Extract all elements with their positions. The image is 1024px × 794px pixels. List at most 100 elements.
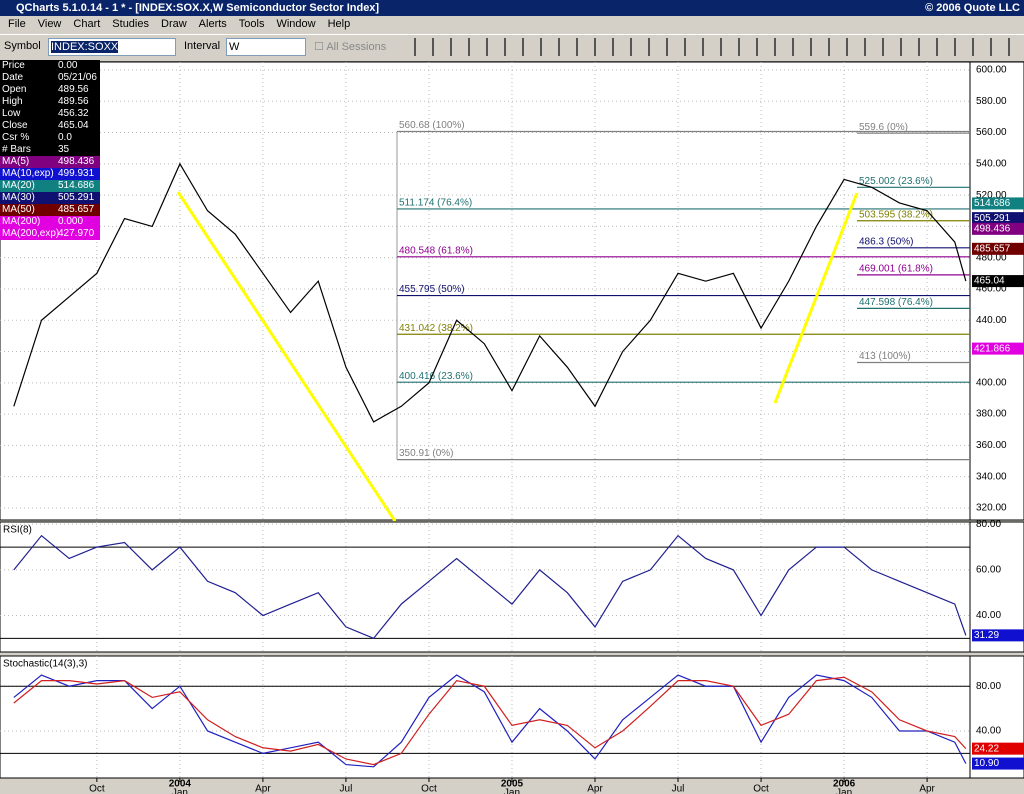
info-value: 505.291 (58, 192, 95, 203)
info-label: MA(30) (2, 192, 35, 203)
info-value: 0.0 (58, 132, 72, 143)
info-label: MA(200) (2, 216, 41, 227)
x-tick-label: Oct (89, 784, 105, 794)
value-tag (972, 275, 1024, 288)
fib-label: 431.042 (38.2%) (399, 323, 473, 334)
sessions-checkbox[interactable]: ☐ All Sessions (314, 41, 387, 53)
menu-bar: File View Chart Studies Draw Alerts Tools Windo… (0, 16, 1024, 32)
info-label: Csr % (2, 132, 30, 143)
pane (0, 655, 971, 779)
symbol-label: Symbol (4, 40, 41, 52)
info-row: MA(20) 514.686 (0, 180, 100, 192)
y-tick-label: 400.00 (976, 377, 1007, 388)
info-label: MA(5) (2, 156, 30, 167)
info-panel: Price 0.00 Date 05/21/06 Open 489.56 High 489.5… (0, 60, 100, 240)
fib-label: 486.3 (50%) (859, 236, 913, 247)
menu-item[interactable]: Help (327, 18, 351, 30)
value-tag (972, 212, 1024, 225)
info-row: MA(50) 485.657 (0, 204, 100, 216)
value-tag-label: 31.29 (974, 630, 999, 641)
info-value: 499.931 (58, 168, 95, 179)
info-row: # Bars 35 (0, 144, 100, 156)
value-tag-label: 514.686 (974, 198, 1011, 209)
y-tick-label: 440.00 (976, 315, 1007, 326)
x-tick-label: Jul (672, 784, 685, 794)
menu-item[interactable]: Draw (161, 18, 187, 30)
menu-item[interactable]: Chart (73, 18, 101, 30)
x-tick-label: Jan (836, 788, 852, 794)
fib-label: 525.002 (23.6%) (859, 176, 933, 187)
x-tick-label: Jul (340, 784, 353, 794)
value-tag-label: 10.90 (974, 758, 999, 769)
window-title: QCharts 5.1.0.14 - 1 * - [INDEX:SOX.X,W … (16, 2, 380, 14)
series-line (13, 534, 967, 640)
info-value: 427.970 (58, 228, 95, 239)
x-tick-label: Oct (753, 784, 769, 794)
info-row: MA(5) 498.436 (0, 156, 100, 168)
y-tick-label: 60.00 (976, 565, 1001, 576)
info-value: 485.657 (58, 204, 95, 215)
info-row: MA(10,exp) 499.931 (0, 168, 100, 180)
info-label: High (2, 96, 23, 107)
fib-label: 469.001 (61.8%) (859, 264, 933, 275)
info-label: MA(200,exp) (2, 228, 60, 239)
fib-label: 400.416 (23.6%) (399, 371, 473, 382)
value-tag (972, 757, 1024, 770)
x-year-label: 2005 (501, 779, 524, 790)
x-year-label: 2006 (833, 779, 856, 790)
symbol-input[interactable]: INDEX:SOXX (48, 38, 176, 56)
x-tick-label: Oct (421, 784, 437, 794)
value-tag-label: 24.22 (974, 743, 999, 754)
trend-line (773, 192, 859, 404)
info-row: Csr % 0.0 (0, 132, 100, 144)
info-value: 05/21/06 (58, 72, 97, 83)
menu-item[interactable]: Tools (238, 18, 265, 30)
fib-label: 455.795 (50%) (399, 284, 465, 295)
info-value: 465.04 (58, 120, 89, 131)
pane-title: Stochastic(14(3),3) (3, 659, 87, 670)
y-tick-label: 460.00 (976, 284, 1007, 295)
fib-label: 560.68 (100%) (399, 120, 465, 131)
x-tick-label: Jan (172, 788, 188, 794)
value-tag-label: 505.291 (974, 213, 1011, 224)
fib-label: 413 (100%) (859, 351, 911, 362)
x-tick-label: Apr (919, 784, 935, 794)
interval-label: Interval (184, 40, 221, 52)
menu-item[interactable]: File (8, 18, 26, 30)
info-label: MA(20) (2, 180, 35, 191)
y-tick-label: 320.00 (976, 503, 1007, 514)
charts: 320.00340.00360.00380.00400.00420.00440.… (0, 61, 1024, 794)
info-label: MA(10,exp) (2, 168, 54, 179)
x-tick-label: Jan (504, 788, 520, 794)
y-tick-label: 40.00 (976, 726, 1001, 737)
interval-select[interactable]: W (226, 38, 306, 56)
copyright: © 2006 Quote LLC (925, 2, 1020, 14)
series-line (13, 676, 967, 766)
value-tag-label: 465.04 (974, 276, 1005, 287)
menu-item[interactable]: View (37, 18, 62, 30)
info-row: Date 05/21/06 (0, 72, 100, 84)
title-bar: QCharts 5.1.0.14 - 1 * - [INDEX:SOX.X,W … (0, 0, 1024, 16)
info-label: Price (2, 60, 25, 71)
x-tick-label: Apr (255, 784, 271, 794)
info-value: 0.000 (58, 216, 84, 227)
fib-label: 480.548 (61.8%) (399, 245, 473, 256)
x-tick-label: Apr (587, 784, 603, 794)
menu-item[interactable]: Window (276, 18, 316, 30)
info-label: # Bars (2, 144, 31, 155)
info-label: Open (2, 84, 27, 95)
fib-label: 350.91 (0%) (399, 448, 453, 459)
info-row: Price 0.00 (0, 60, 100, 72)
pane-title: RSI(8) (3, 525, 32, 536)
pane (0, 61, 971, 521)
menu-item[interactable]: Alerts (198, 18, 227, 30)
interval-value: W (229, 41, 240, 53)
fib-label: 447.598 (76.4%) (859, 297, 933, 308)
y-tick-label: 480.00 (976, 252, 1007, 263)
value-tag-label: 485.657 (974, 243, 1011, 254)
drawing-tools[interactable] (410, 38, 1020, 56)
info-row: High 489.56 (0, 96, 100, 108)
menu-item[interactable]: Studies (112, 18, 149, 30)
info-value: 489.56 (58, 96, 89, 107)
